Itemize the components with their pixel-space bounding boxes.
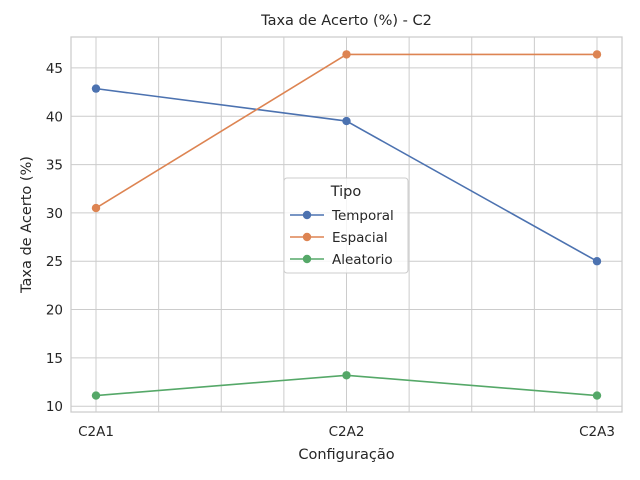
legend-title: Tipo (330, 184, 362, 200)
data-point-espacial (91, 203, 101, 213)
legend-marker-temporal (302, 210, 312, 220)
legend-label-temporal: Temporal (331, 208, 394, 224)
x-tick-label: C2A2 (329, 424, 365, 440)
y-tick-label: 20 (46, 303, 63, 319)
y-tick-label: 45 (46, 61, 63, 77)
y-tick-label: 35 (46, 158, 63, 174)
legend-label-espacial: Espacial (332, 230, 388, 246)
data-point-espacial (592, 50, 602, 59)
data-point-espacial (342, 50, 351, 59)
chart-title: Taxa de Acerto (%) - C2 (260, 13, 432, 29)
x-axis-label: Configuração (298, 447, 394, 463)
data-point-aleatorio (592, 391, 602, 400)
data-point-aleatorio (342, 371, 351, 380)
y-tick-label: 25 (46, 254, 63, 270)
series-layer (91, 50, 602, 400)
legend: Tipo Temporal Espacial Aleatorio (283, 177, 409, 274)
legend-marker-espacial (302, 232, 312, 242)
y-tick-label: 40 (46, 109, 63, 125)
legend-marker-aleatorio (302, 254, 312, 264)
data-point-temporal (91, 84, 101, 93)
plot-frame (70, 36, 623, 413)
y-tick-label: 30 (46, 206, 63, 222)
legend-box (283, 177, 409, 274)
legend-label-aleatorio: Aleatorio (332, 252, 393, 268)
tick-labels: 10 15 20 25 30 35 40 45 C2A1 C2A2 C2A3 (46, 61, 615, 440)
x-tick-label: C2A3 (579, 424, 615, 440)
x-tick-label: C2A1 (78, 424, 114, 440)
y-axis-label: Taxa de Acerto (%) (19, 156, 35, 294)
y-tick-label: 10 (46, 399, 63, 415)
y-tick-label: 15 (46, 351, 63, 367)
data-point-temporal (342, 116, 351, 126)
data-point-temporal (592, 257, 602, 266)
data-point-aleatorio (91, 391, 101, 400)
